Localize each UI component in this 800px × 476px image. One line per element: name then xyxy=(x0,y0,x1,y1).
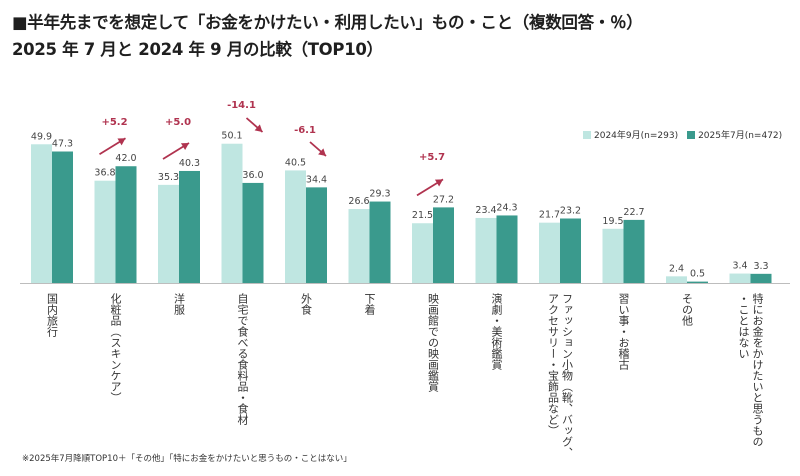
bar-2025 xyxy=(179,170,200,283)
data-label-2024: 50.1 xyxy=(221,131,242,142)
change-annotation: -14.1 xyxy=(227,100,256,111)
data-label-2024: 26.6 xyxy=(348,196,369,207)
category-label: 演劇・美術鑑賞 xyxy=(490,292,503,371)
change-arrowhead xyxy=(117,138,126,146)
data-label-2025: 34.4 xyxy=(306,174,327,185)
data-label-2025: 0.5 xyxy=(690,269,705,280)
data-label-2024: 36.8 xyxy=(94,168,115,179)
data-label-2025: 24.3 xyxy=(496,202,517,213)
change-arrowhead xyxy=(318,148,326,156)
category-label: 洋服 xyxy=(173,292,186,316)
legend: 2024年9月(n=293) 2025年7月(n=472) xyxy=(583,128,782,141)
bar-2024 xyxy=(602,228,624,283)
data-label-2025: 40.3 xyxy=(179,158,200,169)
category-label: 習い事・お稽古 xyxy=(617,293,630,370)
bar-2025 xyxy=(369,201,391,283)
bar-2024 xyxy=(729,273,751,283)
legend-swatch-2024 xyxy=(583,130,591,139)
bar-2025 xyxy=(750,273,772,283)
change-arrowhead xyxy=(254,124,263,132)
bar-2025 xyxy=(687,281,708,283)
legend-item-2024: 2024年9月(n=293) xyxy=(583,128,678,141)
category-label: ・ことはない xyxy=(737,293,750,359)
data-label-2025: 42.0 xyxy=(115,153,136,164)
data-label-2024: 19.5 xyxy=(602,216,623,227)
bar-2025 xyxy=(496,215,518,283)
data-label-2024: 21.7 xyxy=(539,210,560,221)
bar-2025 xyxy=(52,151,73,283)
data-label-2025: 47.3 xyxy=(52,139,73,150)
bar-2025 xyxy=(115,166,137,283)
change-annotation: +5.7 xyxy=(419,152,445,163)
bar-2024 xyxy=(539,222,560,283)
data-label-2025: 3.3 xyxy=(753,261,768,272)
bar-2024 xyxy=(158,184,179,283)
bar-2025 xyxy=(623,219,645,283)
category-label: 外食 xyxy=(300,293,313,316)
change-arrowhead xyxy=(180,142,189,151)
category-label: 自宅で食べる食料品・食材 xyxy=(236,293,249,425)
chart-subtitle: 2025 年 7 月と 2024 年 9 月の比較（TOP10） xyxy=(12,40,383,59)
category-label: 化粧品（スキンケア） xyxy=(109,292,122,403)
bar-2025 xyxy=(433,207,454,283)
legend-swatch-2025 xyxy=(687,130,696,139)
data-label-2024: 49.9 xyxy=(31,131,52,142)
bar-2024 xyxy=(412,223,433,283)
data-label-2024: 3.4 xyxy=(732,261,747,272)
bar-2024 xyxy=(348,209,370,283)
legend-item-2025: 2025年7月(n=472) xyxy=(687,128,782,141)
category-label: アクセサリー・宝飾品など） xyxy=(547,293,560,436)
data-label-2025: 22.7 xyxy=(623,207,644,218)
bar-2024 xyxy=(666,276,687,283)
bar-2025 xyxy=(242,182,264,283)
chart-title: ■半年先までを想定して「お金をかけたい・利用したい」もの・こと（複数回答・％） xyxy=(12,13,643,32)
change-annotation: +5.0 xyxy=(165,117,191,128)
data-label-2025: 27.2 xyxy=(433,194,454,205)
change-annotation: +5.2 xyxy=(101,117,127,128)
category-label: 国内旅行 xyxy=(46,293,59,338)
data-label-2024: 35.3 xyxy=(158,172,179,183)
category-label: 特にお金をかけたいと思うもの xyxy=(751,292,764,447)
category-label: 下着 xyxy=(363,293,376,316)
change-annotation: -6.1 xyxy=(294,125,316,136)
bar-2024 xyxy=(31,144,52,283)
data-label-2024: 2.4 xyxy=(669,263,684,274)
data-label-2025: 29.3 xyxy=(369,189,390,200)
data-label-2024: 21.5 xyxy=(412,210,433,221)
data-label-2025: 23.2 xyxy=(560,206,581,217)
change-arrowhead xyxy=(434,179,443,187)
data-label-2025: 36.0 xyxy=(242,170,263,181)
bar-2024 xyxy=(475,217,497,283)
bar-2025 xyxy=(560,218,581,283)
legend-label-2025: 2025年7月(n=472) xyxy=(698,131,783,141)
bar-2024 xyxy=(221,143,243,283)
category-label: ファッション小物（靴、バッグ、 xyxy=(561,293,574,458)
footnote: ※2025年7月降順TOP10＋「その他」「特にお金をかけたいと思うもの・ことは… xyxy=(22,454,352,464)
data-label-2024: 40.5 xyxy=(285,157,306,168)
category-label: 映画館での映画鑑賞 xyxy=(427,293,440,393)
bar-2024 xyxy=(94,180,116,283)
data-label-2024: 23.4 xyxy=(475,205,496,216)
bar-2024 xyxy=(285,170,306,283)
bar-2025 xyxy=(306,187,327,283)
legend-label-2024: 2024年9月(n=293) xyxy=(594,131,679,141)
category-label: その他 xyxy=(681,293,694,326)
